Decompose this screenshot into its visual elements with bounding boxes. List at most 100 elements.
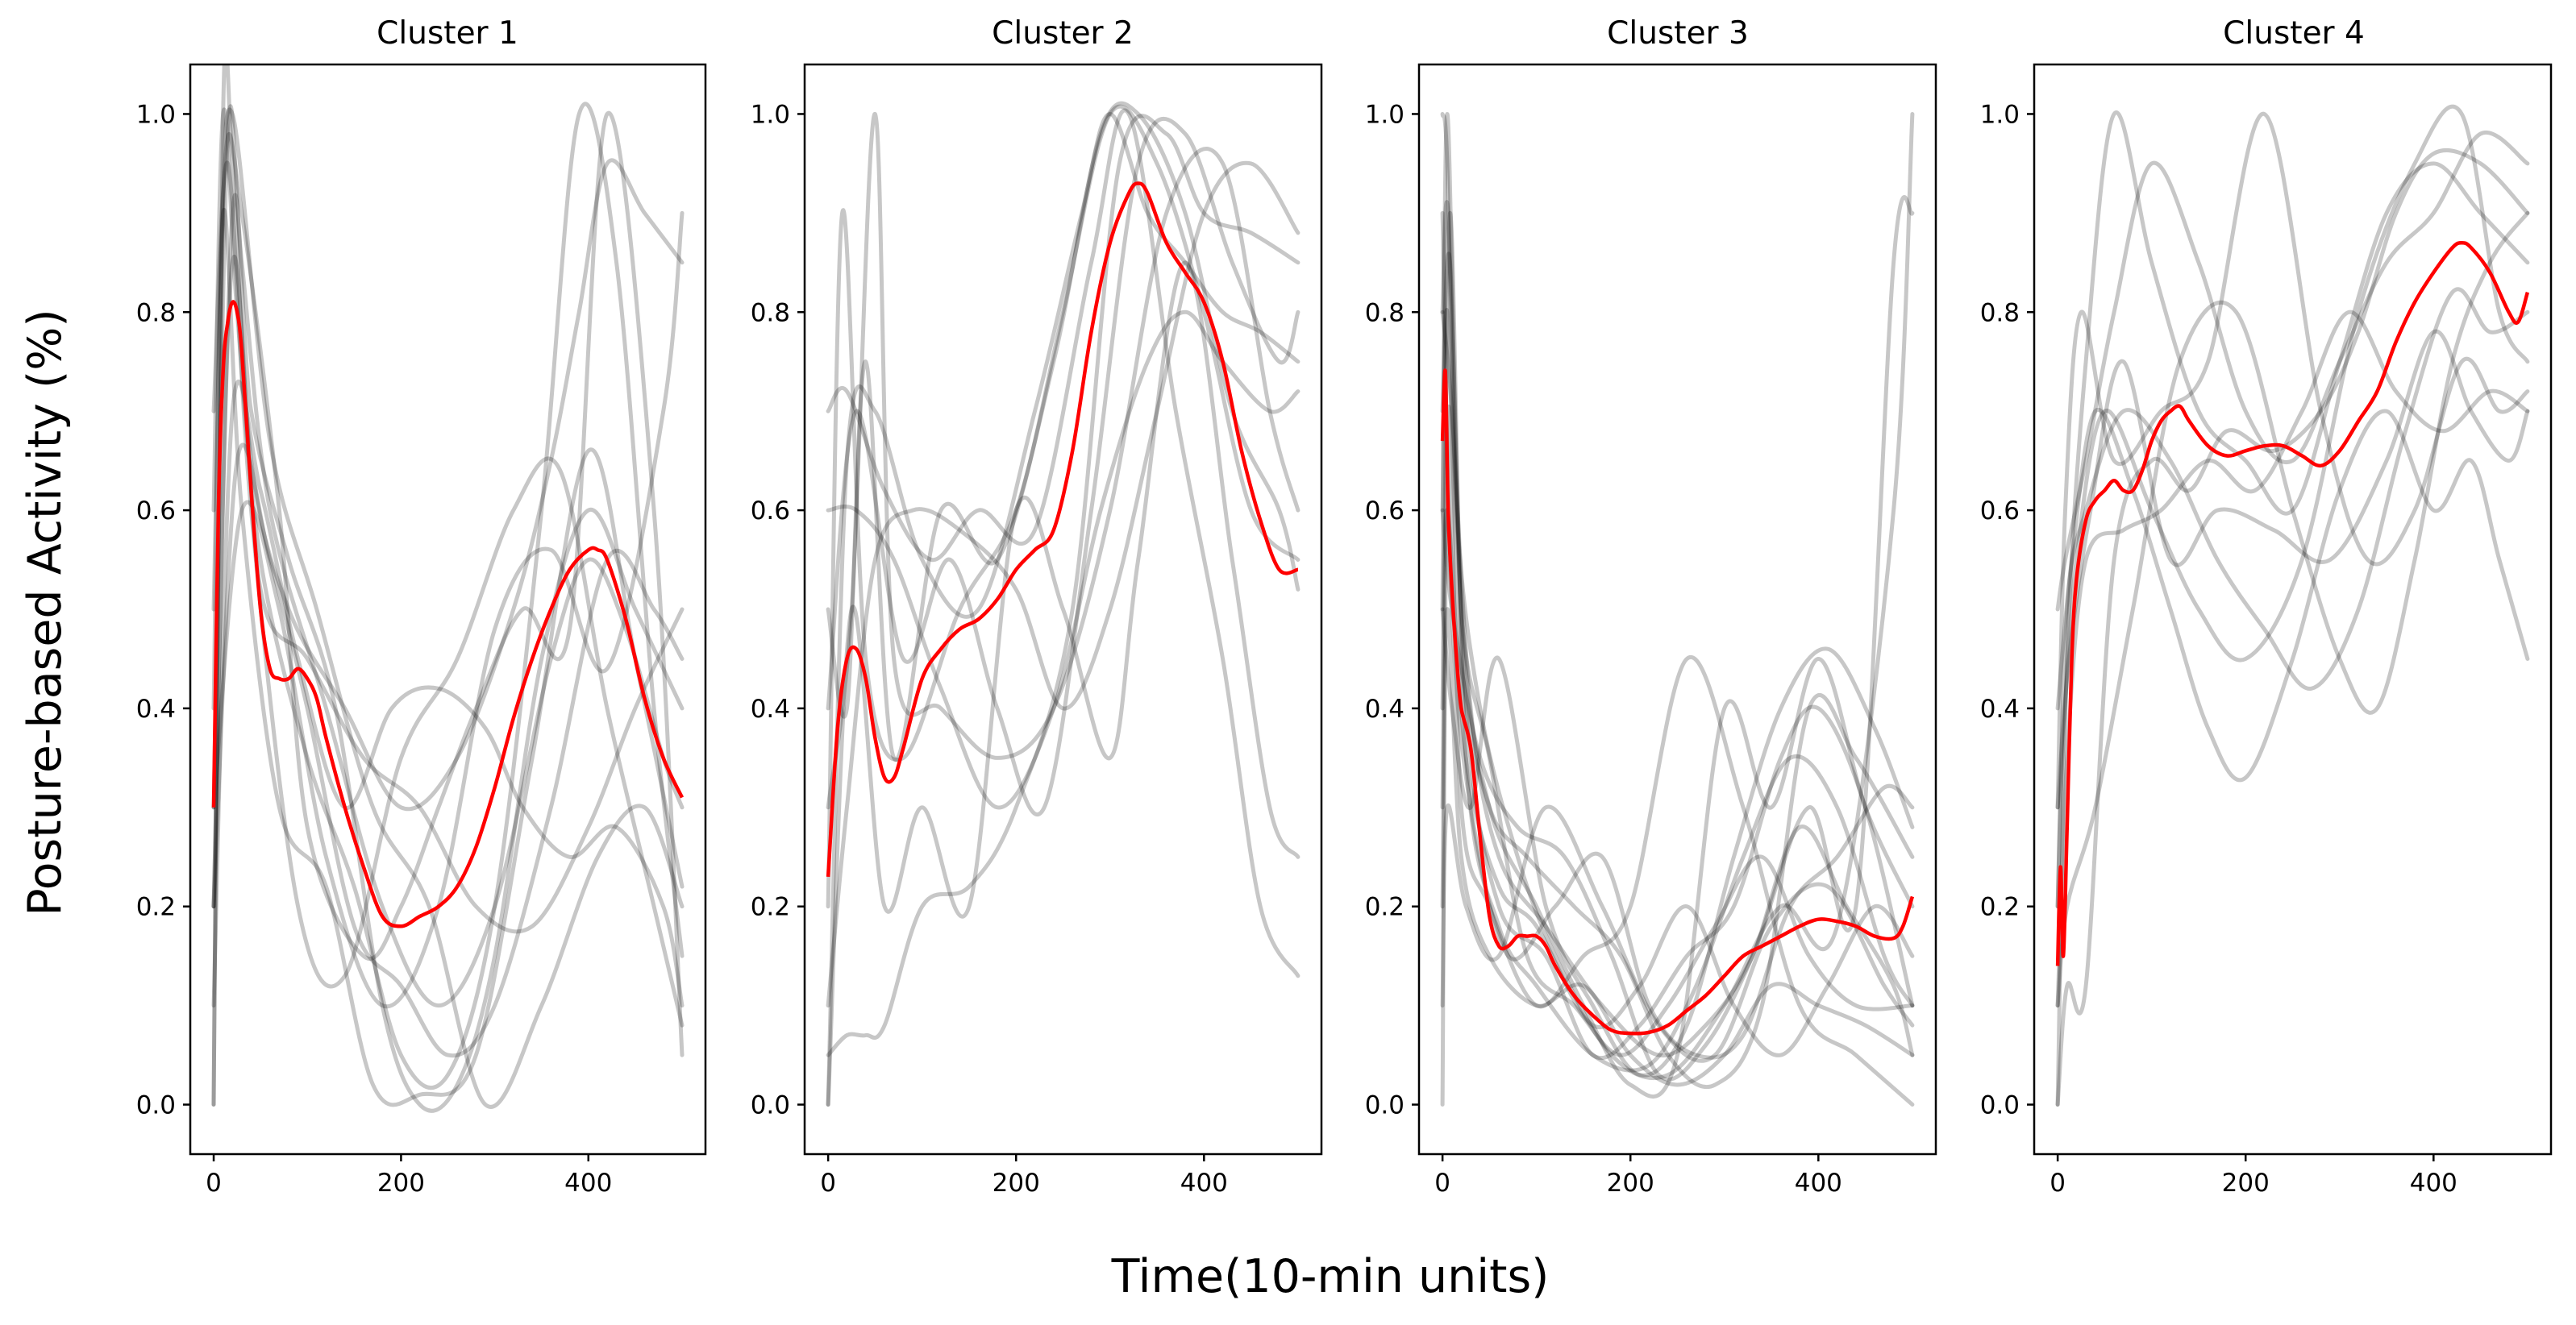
cluster-4-trajectory-7 [2055, 287, 2530, 909]
cluster-3-trajectory-6 [1440, 405, 1915, 1107]
cluster-4-trajectory-4 [2055, 104, 2530, 909]
cluster-4-trajectory-6 [2055, 407, 2530, 783]
cluster-2-trajectory-5 [826, 111, 1300, 810]
cluster-4-plot-frame [2033, 63, 2553, 1156]
y-tick-label: 0.2 [1980, 893, 2020, 922]
y-tick-label: 1.0 [1365, 100, 1405, 129]
cluster-3-trajectory-9 [1440, 251, 1915, 1061]
cluster-4-trajectory-5 [2055, 148, 2530, 1107]
y-tick-label: 0.4 [751, 695, 790, 724]
y-tick-label: 0.2 [751, 893, 790, 922]
cluster-3-panel: Cluster 3 0.0 0.2 0.4 0.6 0.8 1.0 0 200 400 [1365, 15, 1937, 1198]
cluster-3-trajectory-2 [1440, 112, 1915, 1099]
cluster-1-trajectory-7 [211, 208, 685, 1107]
cluster-4-trajectory-3 [2055, 210, 2530, 1008]
x-tick-label: 0 [206, 1169, 222, 1198]
x-tick-label: 200 [377, 1169, 425, 1198]
cluster-3-trajectory-10 [1440, 607, 1915, 1087]
x-tick-label: 200 [2222, 1169, 2270, 1198]
cluster-1-trajectory-6 [211, 380, 685, 1008]
y-tick-label: 1.0 [751, 100, 790, 129]
cluster-3-trajectory-11 [1440, 607, 1915, 1078]
cluster-1-trajectories [211, 64, 685, 1113]
cluster-3-trajectory-12 [1440, 200, 1915, 1057]
y-tick-label: 0.6 [136, 496, 176, 525]
cluster-4-trajectory-1 [2055, 110, 2530, 1107]
cluster-4-trajectory-2 [2055, 111, 2530, 810]
y-tick-label: 0.0 [1365, 1091, 1405, 1120]
cluster-3-trajectory-7 [1440, 210, 1915, 1060]
x-tick-label: 0 [2050, 1169, 2066, 1198]
y-tick-label: 1.0 [136, 100, 176, 129]
cluster-1-trajectory-2 [211, 104, 685, 1008]
cluster-1-trajectory-8 [211, 442, 685, 1058]
x-tick-label: 400 [1795, 1169, 1842, 1198]
cluster-3-trajectory-14 [1440, 508, 1915, 1082]
y-tick-label: 0.8 [1365, 298, 1405, 327]
cluster-3-trajectory-1 [1440, 112, 1915, 1081]
cluster-2-trajectory-8 [826, 160, 1300, 1008]
cluster-3-trajectory-8 [1440, 508, 1915, 1057]
y-tick-label: 0.0 [751, 1091, 790, 1120]
cluster-3-title: Cluster 3 [1607, 15, 1749, 52]
cluster-2-trajectories [826, 101, 1300, 1107]
x-axis-label: Time(10-min units) [1111, 1250, 1550, 1303]
x-tick-label: 200 [1607, 1169, 1654, 1198]
cluster-2-trajectory-7 [826, 309, 1300, 810]
y-tick-label: 0.0 [1980, 1091, 2020, 1120]
x-tick-label: 0 [820, 1169, 836, 1198]
y-tick-label: 0.8 [1980, 298, 2020, 327]
cluster-2-trajectory-6 [826, 108, 1300, 978]
y-tick-label: 0.4 [1980, 695, 2020, 724]
cluster-1-trajectory-10 [211, 107, 685, 1109]
cluster-2-panel: Cluster 2 0.0 0.2 0.4 0.6 0.8 1.0 0 200 400 [751, 15, 1323, 1198]
x-tick-label: 0 [1434, 1169, 1450, 1198]
cluster-4-panel: Cluster 4 0.0 0.2 0.4 0.6 0.8 1.0 0 200 400 [1980, 15, 2553, 1198]
cluster-4-trajectories [2055, 104, 2530, 1107]
cluster-2-trajectory-1 [826, 112, 1300, 1107]
cluster-2-trajectory-2 [826, 104, 1300, 909]
cluster-3-mean-line [1440, 368, 1915, 1036]
cluster-3-plot-frame [1417, 63, 1937, 1156]
cluster-1-trajectory-3 [211, 102, 685, 1090]
cluster-4-mean-line [2055, 240, 2530, 966]
cluster-3-trajectory-13 [1440, 803, 1915, 1063]
cluster-1-plot-frame [189, 63, 707, 1156]
y-axis-label: Posture-based Activity (%) [19, 309, 72, 916]
x-tick-label: 200 [993, 1169, 1040, 1198]
y-tick-label: 1.0 [1980, 100, 2020, 129]
cluster-3-trajectory-4 [1440, 210, 1915, 1073]
cluster-2-title: Cluster 2 [992, 15, 1134, 52]
cluster-4-trajectory-10 [2055, 329, 2530, 810]
cluster-2-trajectory-9 [826, 117, 1300, 817]
cluster-3-trajectory-5 [1440, 308, 1915, 1090]
y-tick-label: 0.8 [751, 298, 790, 327]
cluster-3-trajectories [1440, 112, 1915, 1107]
cluster-4-title: Cluster 4 [2223, 15, 2365, 52]
cluster-1-trajectory-1 [211, 64, 685, 1107]
cluster-1-mean-line [211, 300, 685, 928]
cluster-2-mean-line [826, 181, 1299, 878]
y-tick-label: 0.6 [1980, 496, 2020, 525]
y-tick-label: 0.2 [136, 893, 176, 922]
cluster-1-trajectory-5 [211, 110, 685, 1057]
x-tick-label: 400 [564, 1169, 612, 1198]
cluster-2-trajectory-4 [826, 114, 1300, 1057]
y-tick-label: 0.6 [751, 496, 790, 525]
y-tick-label: 0.8 [136, 298, 176, 327]
y-tick-label: 0.6 [1365, 496, 1405, 525]
y-tick-label: 0.4 [1365, 695, 1405, 724]
cluster-1-panel: Cluster 1 0.0 0.2 0.4 0.6 0.8 1.0 0 200 400 [136, 15, 707, 1198]
cluster-1-trajectory-4 [211, 193, 685, 1113]
x-tick-label: 400 [1180, 1169, 1228, 1198]
cluster-2-trajectory-10 [826, 260, 1300, 1107]
y-tick-label: 0.2 [1365, 893, 1405, 922]
cluster-1-trajectory-12 [211, 254, 685, 934]
y-tick-label: 0.0 [136, 1091, 176, 1120]
cluster-2-plot-frame [803, 63, 1323, 1156]
x-tick-label: 400 [2410, 1169, 2457, 1198]
cluster-1-title: Cluster 1 [377, 15, 518, 52]
cluster-3-trajectory-3 [1440, 195, 1915, 1058]
cluster-4-trajectory-8 [2055, 130, 2530, 612]
